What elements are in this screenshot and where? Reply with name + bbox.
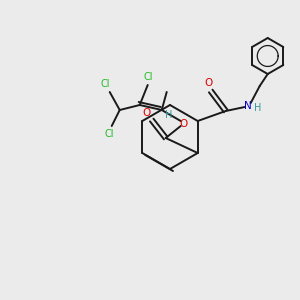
Text: H: H [165,110,172,120]
Text: Cl: Cl [144,72,154,82]
Text: O: O [205,78,213,88]
Text: O: O [142,108,151,118]
Text: N: N [244,101,252,111]
Text: Cl: Cl [101,79,110,89]
Text: Cl: Cl [105,129,115,139]
Text: H: H [254,103,261,113]
Text: O: O [180,119,188,129]
